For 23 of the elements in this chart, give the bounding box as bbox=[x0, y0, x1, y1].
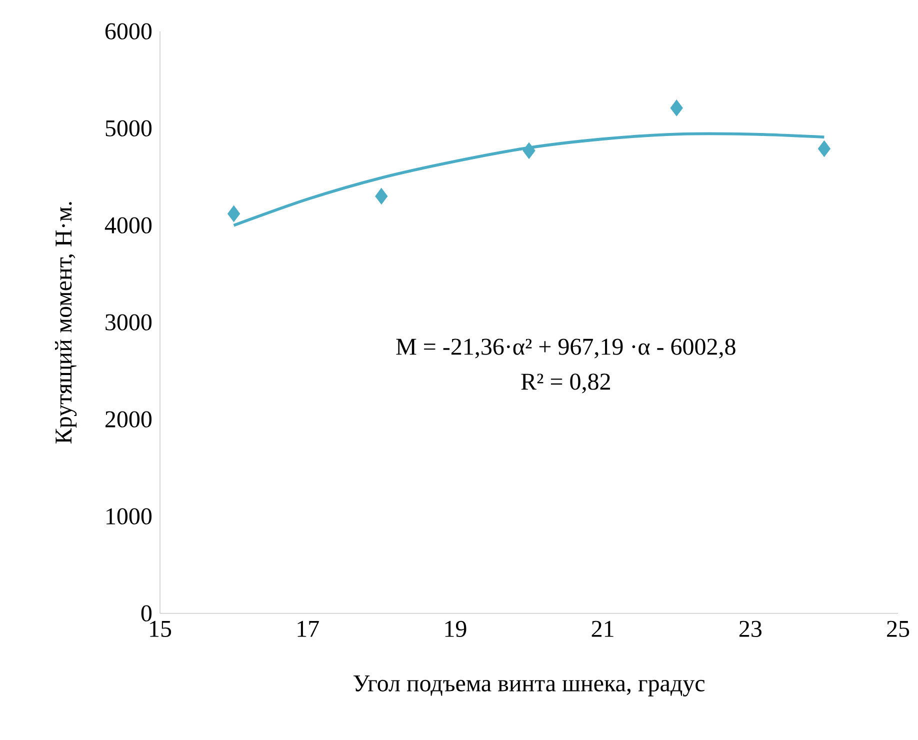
y-tick-label: 2000 bbox=[105, 411, 152, 428]
y-tick-label: 1000 bbox=[106, 508, 152, 524]
x-tick-label: 15 bbox=[150, 620, 172, 637]
annotation: R² = 0,82 bbox=[521, 374, 610, 394]
y-tick-label: 5000 bbox=[106, 120, 152, 136]
x-tick-label: 19 bbox=[445, 620, 466, 638]
point bbox=[818, 140, 830, 157]
x-axis-title: Угол подъема винта шнека, градус bbox=[353, 675, 705, 696]
y-tick-label: 4000 bbox=[104, 217, 152, 234]
point bbox=[522, 142, 536, 159]
annotation: M = -21,36·α² + 967,19 ·α - 6002,8 bbox=[396, 338, 736, 358]
y-tick-label: 6000 bbox=[105, 23, 152, 40]
y-axis-title: Крутящий момент, Н·м. bbox=[55, 202, 77, 444]
y-tick-label: 0 bbox=[141, 605, 152, 622]
point bbox=[375, 188, 388, 205]
x-tick-label: 25 bbox=[887, 620, 910, 638]
x-tick-label: 17 bbox=[298, 620, 319, 637]
x-tick-label: 23 bbox=[739, 620, 762, 638]
line-series bbox=[232, 132, 826, 227]
y-tick-label: 3000 bbox=[106, 314, 152, 330]
point bbox=[228, 205, 240, 222]
x-tick-label: 21 bbox=[592, 620, 614, 637]
point bbox=[670, 100, 683, 116]
